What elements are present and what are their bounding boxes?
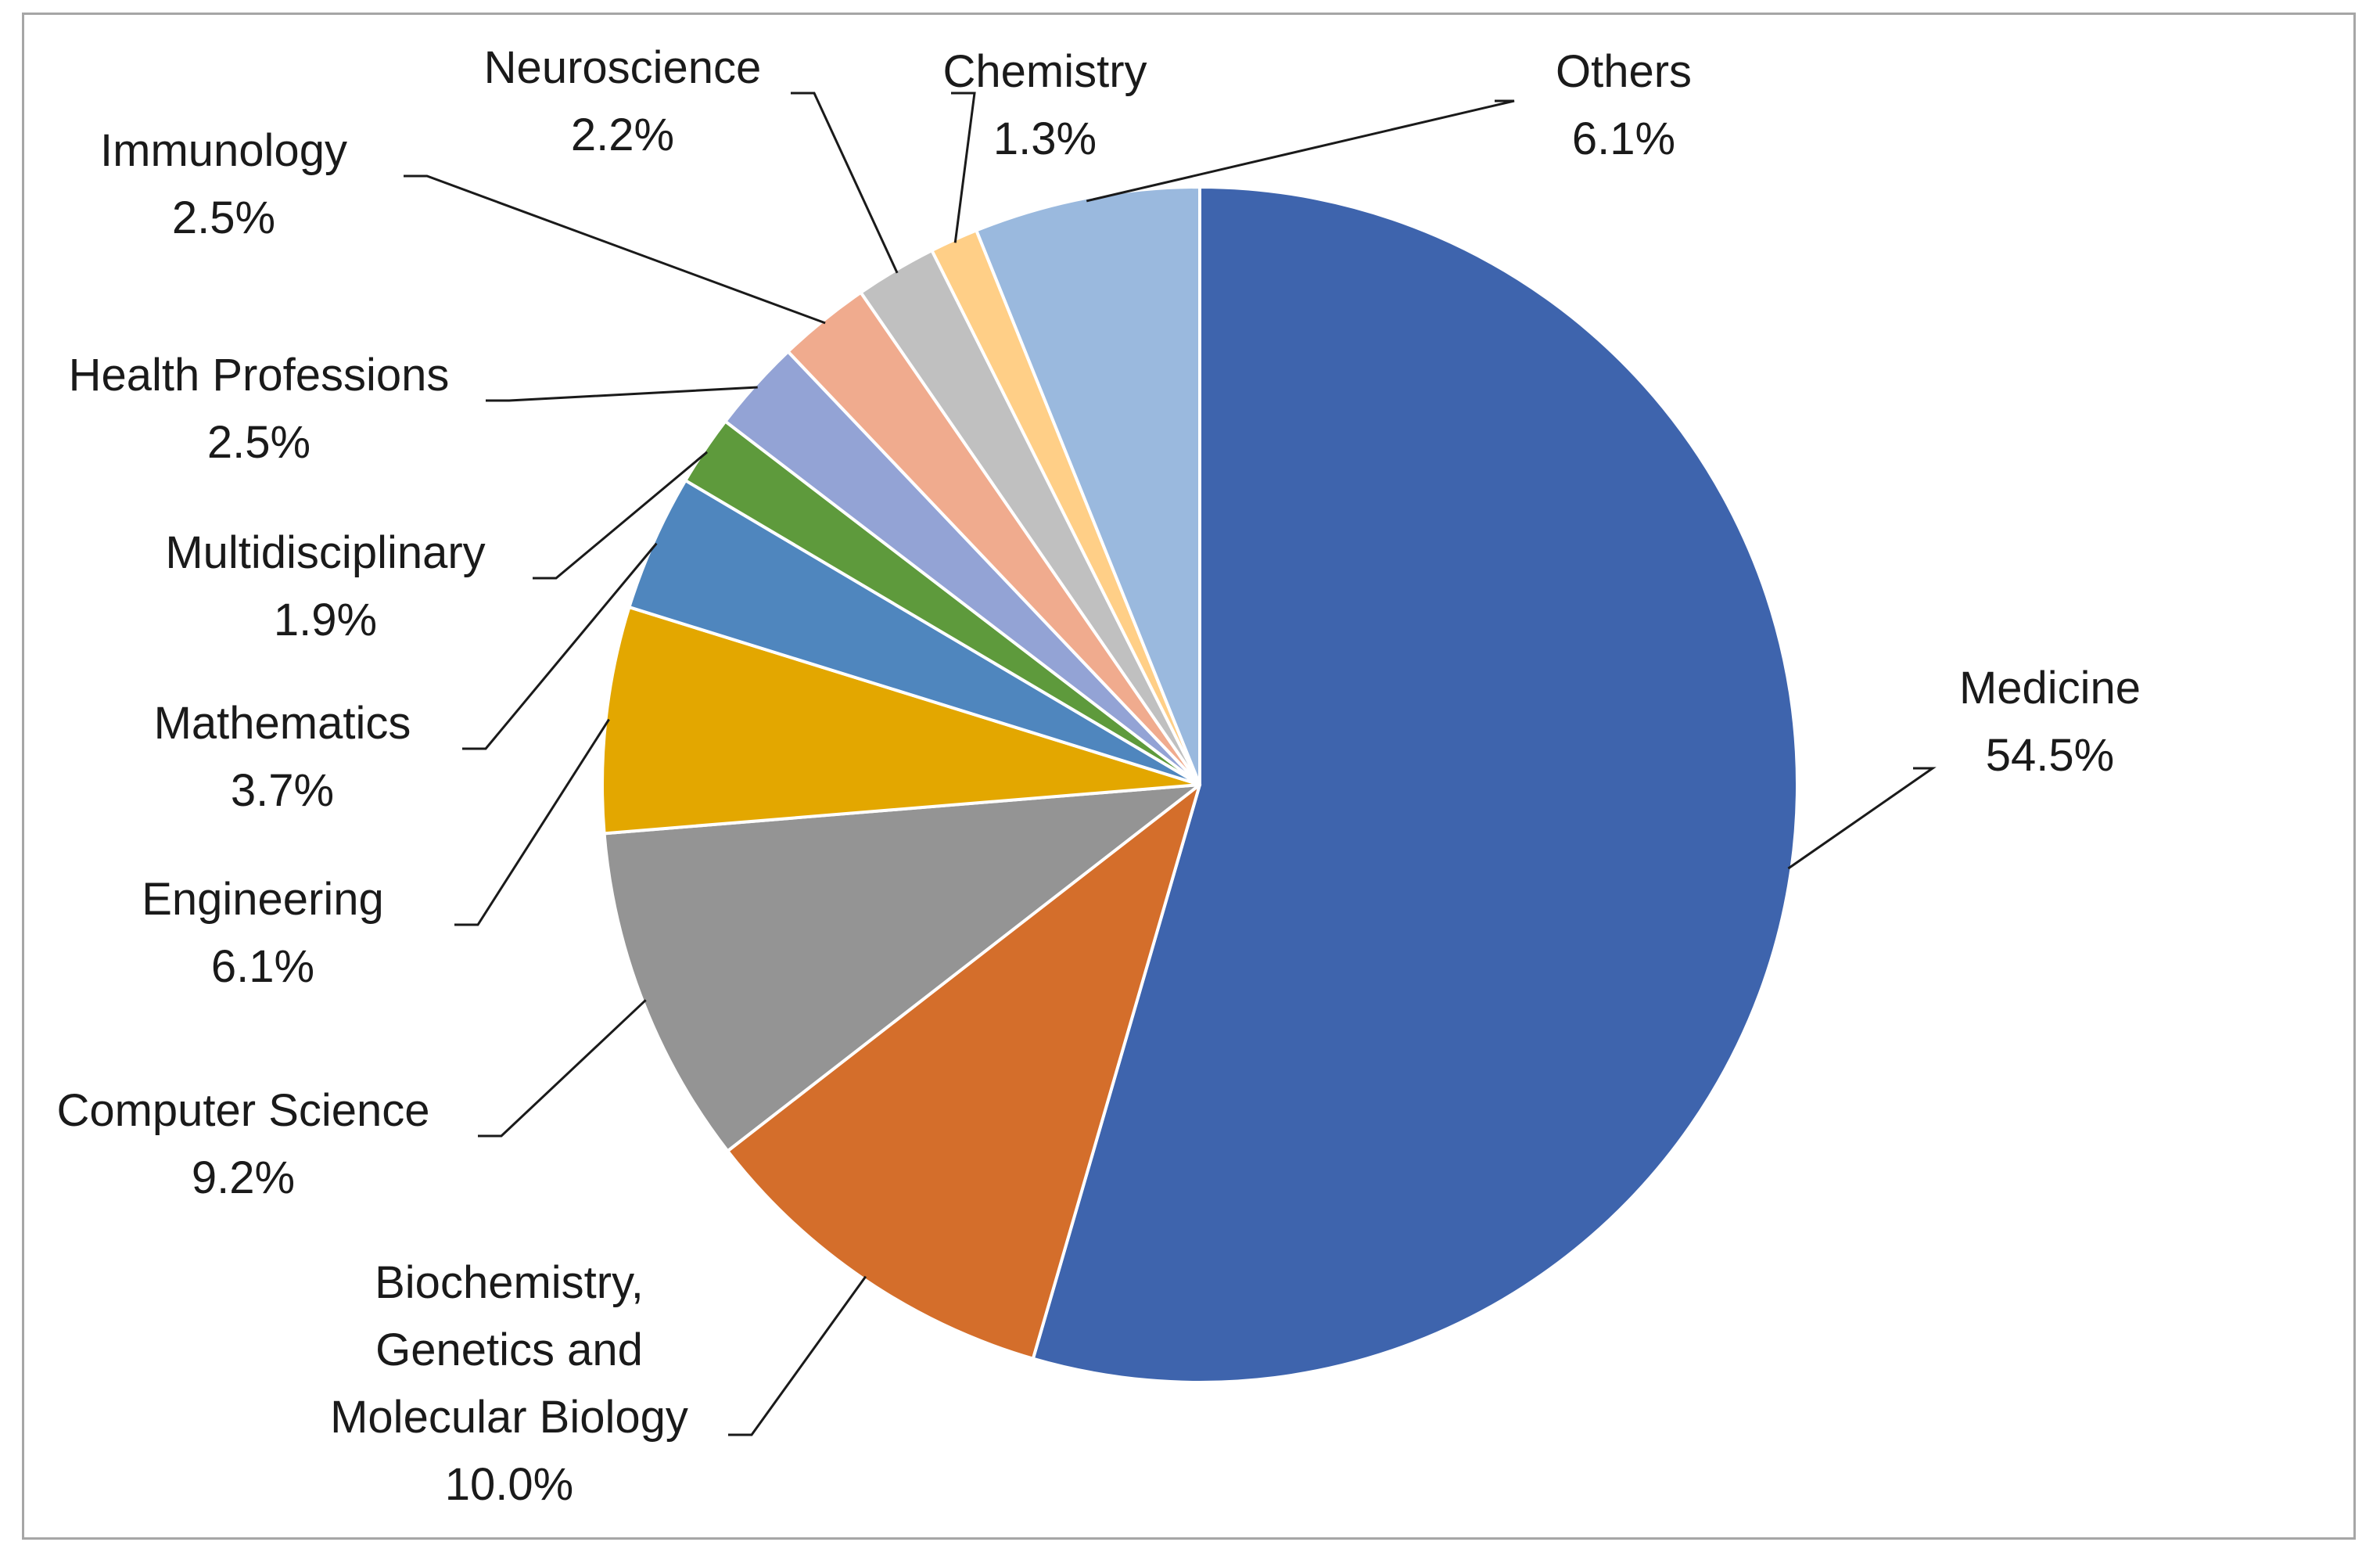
leader-line-neuroscience	[791, 92, 899, 274]
leader-line-health-professions	[486, 386, 758, 402]
data-label-others: Others 6.1%	[1556, 46, 1692, 164]
leader-line-immunology	[404, 174, 826, 325]
data-label-immunology: Immunology 2.5%	[100, 125, 347, 243]
leader-line-mathematics	[462, 542, 658, 750]
pie-chart: Medicine 54.5% Biochemistry, Genetics and Mo…	[56, 42, 2141, 1510]
data-label-neuroscience: Neuroscience 2.2%	[484, 42, 762, 160]
data-label-computer-science: Computer Science 9.2%	[56, 1085, 429, 1203]
leader-line-medicine	[1787, 767, 1937, 870]
data-label-engineering: Engineering 6.1%	[142, 874, 384, 992]
data-label-medicine: Medicine 54.5%	[1959, 663, 2141, 781]
leader-line-computer-science	[478, 999, 647, 1138]
leader-line-others	[1086, 99, 1515, 203]
data-label-mathematics: Mathematics 3.7%	[154, 698, 411, 816]
data-label-health-professions: Health Professions 2.5%	[69, 350, 450, 468]
pie-slice-medicine	[1031, 185, 1799, 1384]
data-label-multidisciplinary: Multidisciplinary 1.9%	[165, 527, 485, 645]
leader-line-engineering	[454, 718, 610, 926]
pie-slice-others	[975, 185, 1201, 786]
data-label-chemistry: Chemistry 1.3%	[942, 46, 1147, 164]
data-label-biochemistry-genetics-and-molecular-biology: Biochemistry, Genetics and Molecular Biolo…	[330, 1257, 688, 1510]
pie-slice-engineering	[601, 606, 1201, 836]
leader-line-multidisciplinary	[533, 451, 709, 580]
chart-frame: Medicine 54.5% Biochemistry, Genetics and Mo…	[22, 13, 2356, 1540]
leader-line-biochemistry-genetics-and-molecular-biology	[728, 1275, 867, 1436]
leader-line-chemistry	[951, 92, 976, 243]
